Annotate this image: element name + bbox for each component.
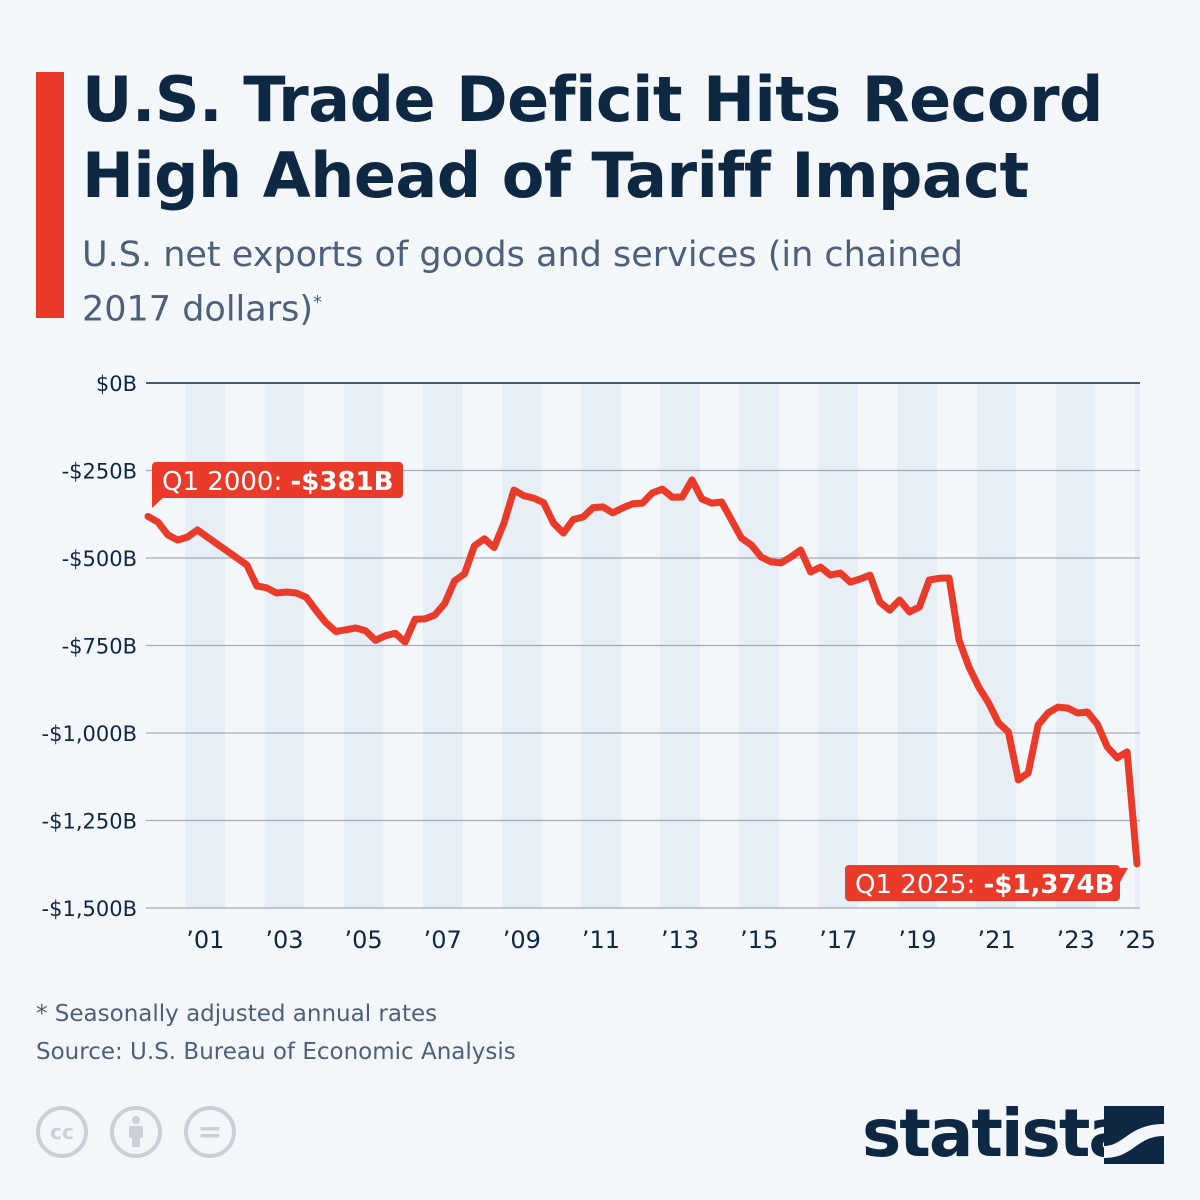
annotation-label: Q1 2025: -$1,374B bbox=[855, 870, 1114, 900]
y-tick-label: -$500B bbox=[62, 547, 137, 571]
x-tick-label: ’05 bbox=[344, 926, 382, 954]
x-tick-label: ’25 bbox=[1118, 926, 1156, 954]
x-tick-label: ’17 bbox=[819, 926, 857, 954]
x-tick-label: ’23 bbox=[1057, 926, 1095, 954]
cc-icon-text: cc bbox=[50, 1120, 74, 1144]
annotation-pointer bbox=[1120, 868, 1128, 882]
annotation-box bbox=[152, 462, 403, 498]
annotation-box bbox=[845, 865, 1120, 901]
x-tick-label: ’03 bbox=[265, 926, 303, 954]
x-tick-label: ’13 bbox=[661, 926, 699, 954]
nd-icon-text: = bbox=[197, 1114, 223, 1150]
y-tick-label: -$1,000B bbox=[42, 722, 137, 746]
y-tick-label: $0B bbox=[96, 372, 137, 396]
x-tick-label: ’11 bbox=[582, 926, 620, 954]
annotation-period: Q1 2000: bbox=[162, 467, 290, 497]
annotation-pointer bbox=[152, 495, 166, 508]
source: Source: U.S. Bureau of Economic Analysis bbox=[36, 1039, 516, 1065]
x-tick-label: ’07 bbox=[424, 926, 462, 954]
statista-logo-mark-icon bbox=[1104, 1106, 1164, 1164]
y-tick-label: -$250B bbox=[62, 460, 137, 484]
x-tick-label: ’19 bbox=[898, 926, 936, 954]
annotation-label: Q1 2000: -$381B bbox=[162, 467, 393, 497]
subtitle: U.S. net exports of goods and services (… bbox=[82, 232, 982, 334]
x-tick-label: ’15 bbox=[740, 926, 778, 954]
annotation-period: Q1 2025: bbox=[855, 870, 983, 900]
no-derivatives-icon[interactable]: = bbox=[184, 1106, 236, 1158]
footnote: * Seasonally adjusted annual rates bbox=[36, 1001, 438, 1027]
cc-icon[interactable]: cc bbox=[36, 1106, 88, 1158]
x-tick-label: ’21 bbox=[977, 926, 1015, 954]
y-tick-label: -$750B bbox=[62, 635, 137, 659]
x-tick-label: ’09 bbox=[503, 926, 541, 954]
brand-text: statista bbox=[862, 1095, 1133, 1172]
page-title: U.S. Trade Deficit Hits Record High Ahea… bbox=[82, 63, 1103, 212]
x-tick-label: ’01 bbox=[186, 926, 224, 954]
subtitle-text: U.S. net exports of goods and services (… bbox=[82, 235, 963, 330]
y-tick-label: -$1,500B bbox=[42, 897, 137, 921]
title-accent-bar bbox=[36, 72, 64, 318]
attribution-icon[interactable] bbox=[110, 1106, 162, 1158]
person-glyph bbox=[129, 1116, 143, 1147]
statista-logo[interactable]: statista bbox=[862, 1095, 1133, 1172]
annotation-value: -$381B bbox=[290, 467, 393, 497]
subtitle-footnote-marker: * bbox=[313, 292, 323, 313]
y-tick-label: -$1,250B bbox=[42, 810, 137, 834]
annotation-value: -$1,374B bbox=[983, 870, 1114, 900]
